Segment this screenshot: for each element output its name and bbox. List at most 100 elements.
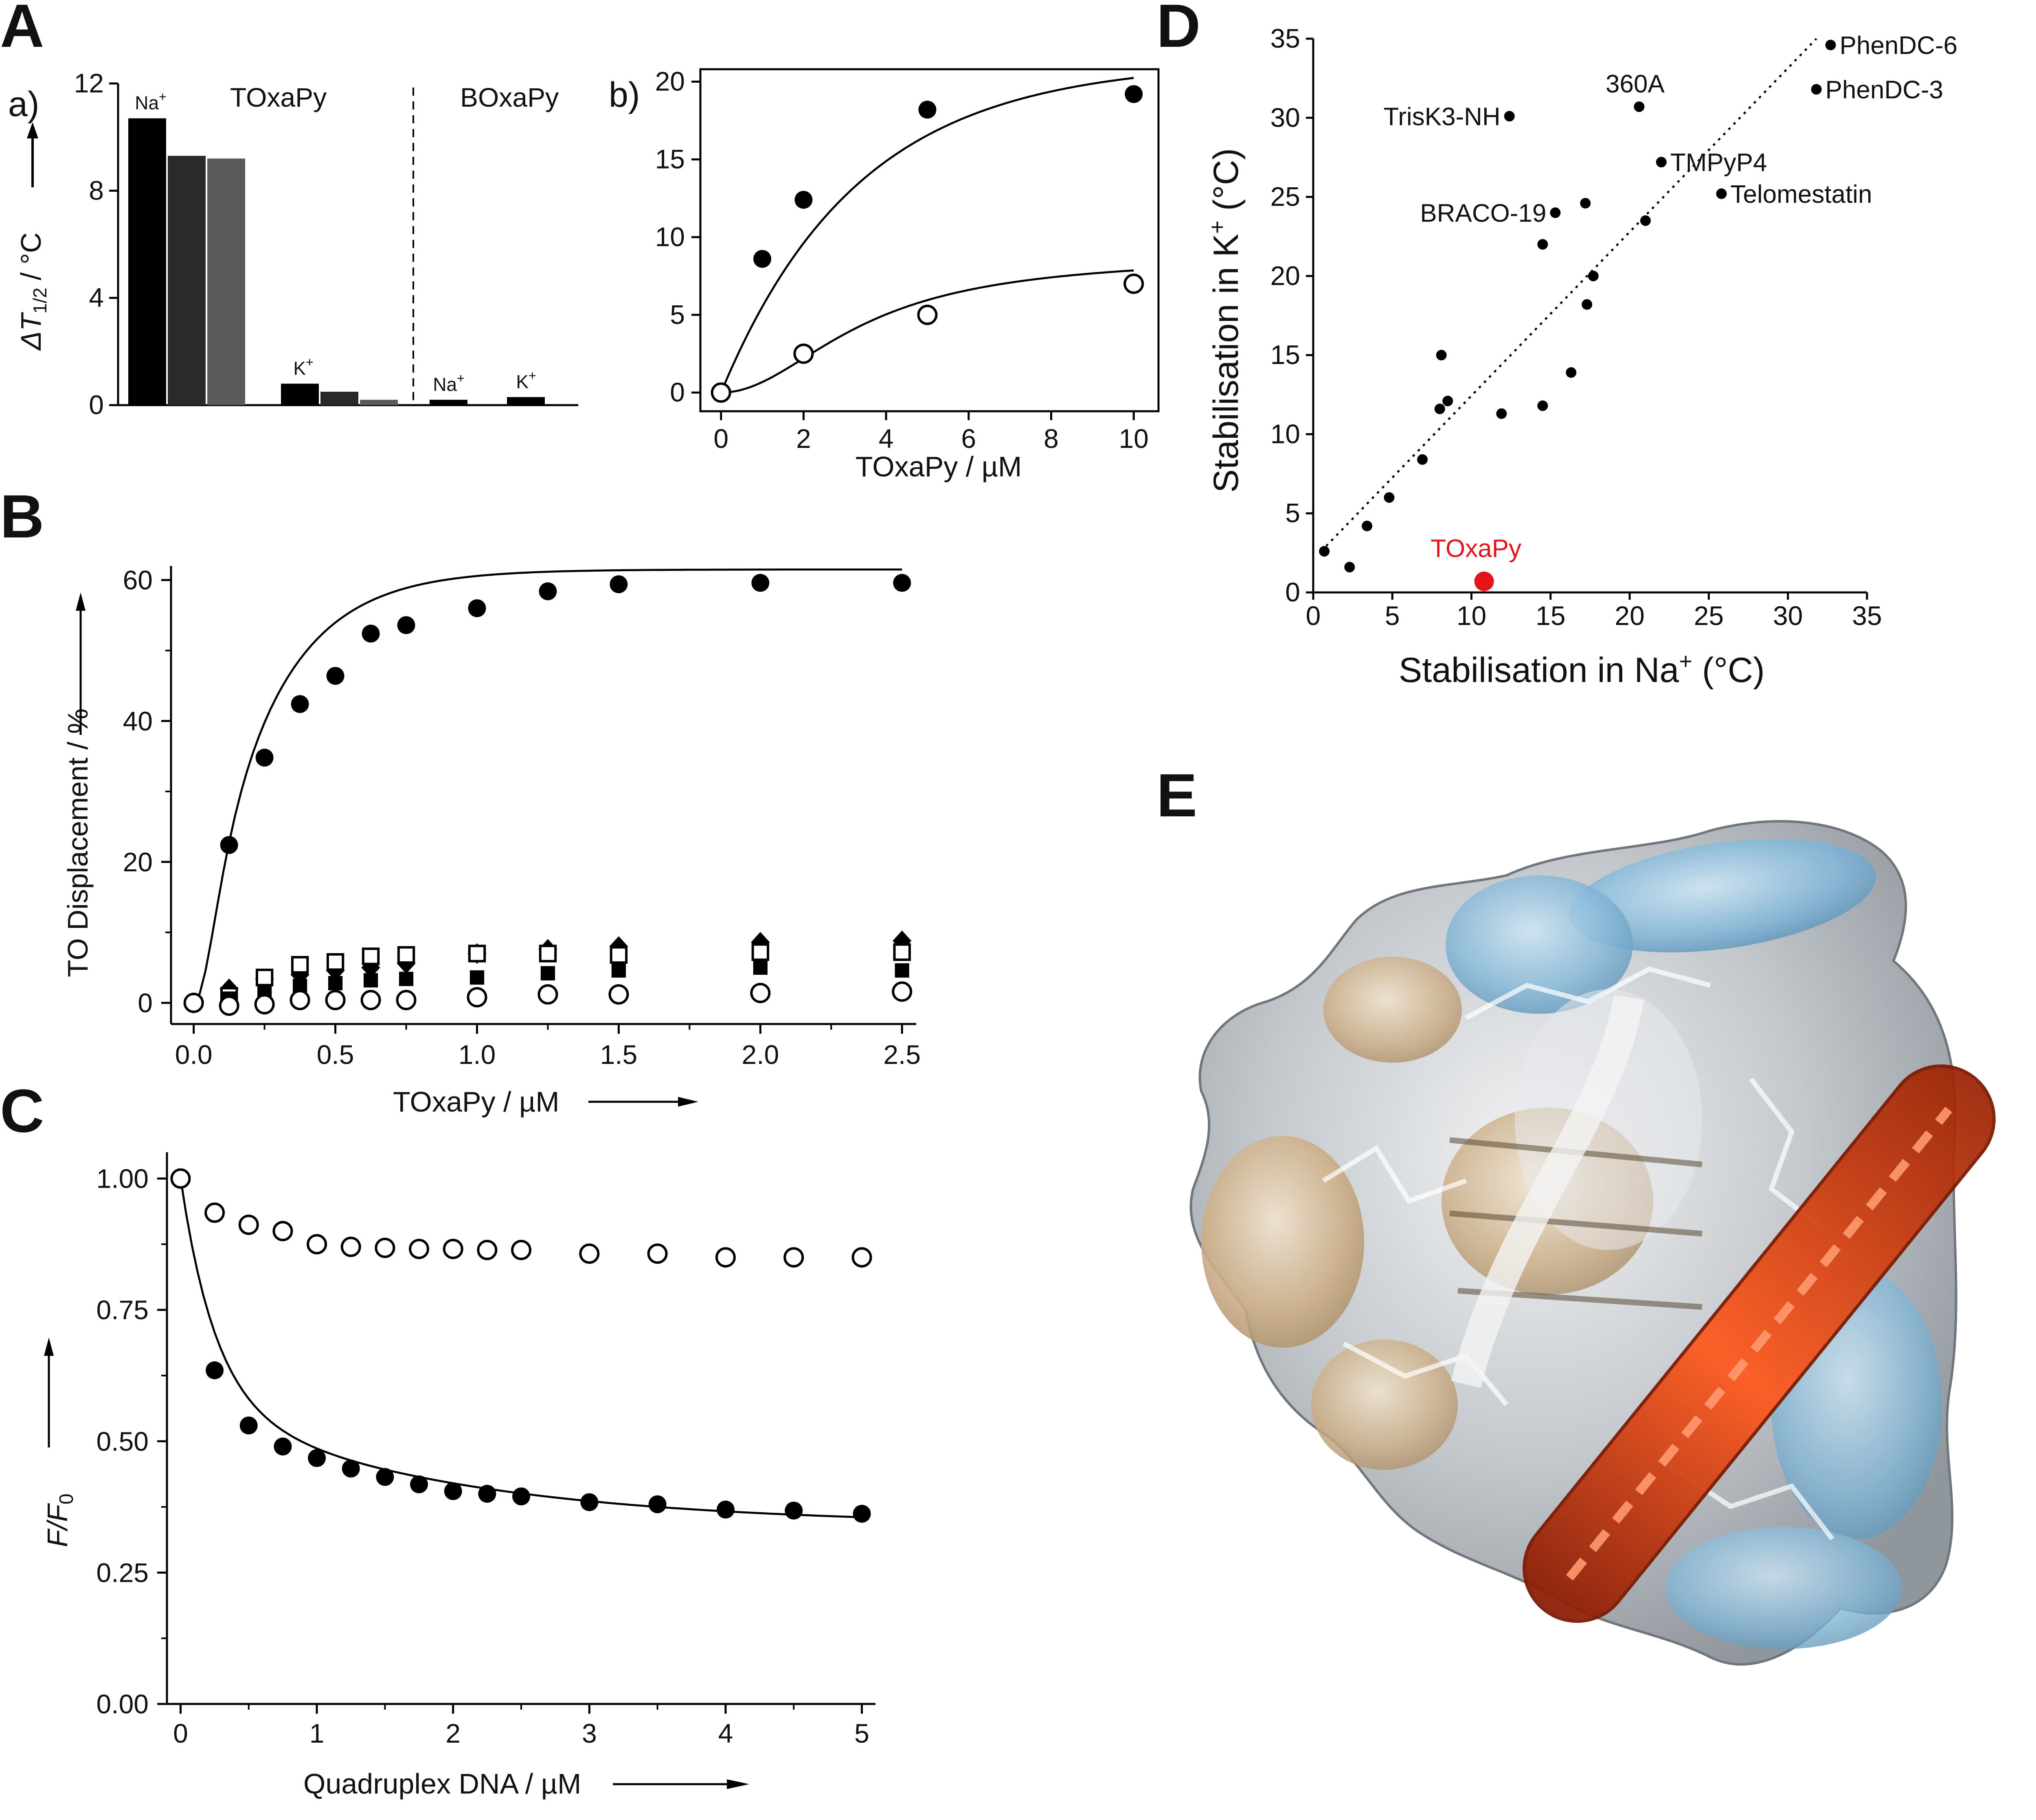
y-tick-label: 20 — [123, 847, 153, 877]
data-point — [893, 943, 911, 961]
x-tick-label: 2.5 — [883, 1039, 921, 1070]
bar — [168, 156, 206, 405]
x-tick-label: 3 — [582, 1718, 597, 1748]
y-tick-label: 25 — [1270, 182, 1300, 212]
y-tick-label: 60 — [123, 565, 153, 595]
data-point — [917, 305, 938, 325]
panel-label-d: D — [1156, 0, 1200, 60]
data-point — [206, 1361, 224, 1379]
data-point — [308, 1449, 326, 1467]
bar-group: Na+ — [430, 371, 467, 405]
y-tick-label: 35 — [1270, 23, 1300, 53]
bar — [207, 158, 245, 405]
data-point — [1434, 403, 1445, 414]
panel-label-e: E — [1156, 761, 1197, 829]
y-axis-title-text: TO Displacement / % — [62, 708, 94, 977]
surface-patch-tan-upper-left — [1323, 957, 1462, 1063]
bar — [281, 384, 319, 405]
data-point — [470, 970, 485, 985]
data-point — [291, 956, 309, 974]
scatter-chart-delta-t-vs-toxapy: b) 0 2 4 6 8 10 0 5 10 15 20 TOxaPy / µM — [609, 66, 1160, 482]
data-point — [1580, 198, 1591, 209]
data-point — [325, 990, 346, 1011]
data-point — [1344, 561, 1355, 572]
x-tick-label: 0.5 — [317, 1039, 354, 1070]
y-axis-title-unit: / °C — [15, 232, 47, 280]
ligand-toxapy — [1523, 1064, 1996, 1623]
y-axis-title: Stabilisation in K+ (°C) — [1204, 148, 1246, 493]
bar-cation-label-base: Na — [433, 374, 457, 395]
y-tick-label: 8 — [89, 175, 104, 205]
x-axis-title: TOxaPy / µM — [856, 451, 1022, 482]
y-tick-label: 0 — [89, 390, 104, 420]
point-label: BRACO-19 — [1420, 199, 1546, 227]
data-point — [1384, 492, 1395, 503]
data-point — [397, 946, 415, 964]
data-point — [1634, 101, 1645, 112]
y-tick-label: 0.50 — [97, 1426, 149, 1456]
bar — [360, 399, 398, 405]
data-point — [255, 748, 274, 767]
svg-text:F/F0: F/F0 — [42, 1493, 77, 1547]
bar-cation-label-base: K — [293, 357, 306, 379]
data-point — [291, 695, 309, 713]
y-tick-label: 5 — [670, 299, 685, 329]
backbone-ribbon — [1451, 995, 1644, 1388]
data-point — [1125, 85, 1143, 103]
y-tick-label: 10 — [655, 221, 685, 252]
data-point — [478, 1485, 496, 1503]
data-point — [892, 981, 913, 1002]
fit-line — [1320, 38, 1817, 552]
y-tick-label: 30 — [1270, 102, 1300, 132]
x-tick-label: 0 — [713, 423, 728, 454]
x-tick-label: 35 — [1852, 601, 1882, 631]
x-axis-title: TOxaPy / µM — [393, 1086, 559, 1118]
x-tick-label: 1.5 — [600, 1039, 638, 1070]
surface-patch-blue-upper — [1446, 875, 1633, 1014]
data-point — [399, 971, 414, 986]
y-tick-label: 20 — [655, 66, 685, 96]
bar-group: K+ — [507, 368, 545, 405]
data-point — [783, 1247, 804, 1268]
y-axis-title-arrowhead — [27, 122, 38, 138]
data-point — [1640, 215, 1651, 226]
data-point — [363, 973, 378, 988]
subpanel-label-a: a) — [8, 85, 39, 124]
y-tick-label: 20 — [1270, 261, 1300, 291]
fit-curve-open — [721, 269, 1134, 394]
y-tick-label: 0 — [670, 377, 685, 407]
data-point — [183, 993, 204, 1013]
data-point — [376, 1468, 394, 1486]
bar-cation-label: K+ — [293, 355, 313, 379]
x-tick-label: 0 — [173, 1718, 188, 1748]
data-point — [540, 966, 555, 980]
data-point — [342, 1459, 360, 1478]
data-point — [1566, 367, 1577, 378]
data-point — [410, 1475, 428, 1493]
bar-cation-label: Na+ — [433, 371, 465, 395]
point-label: Telomestatin — [1731, 180, 1872, 208]
bar-cation-label: Na+ — [135, 90, 167, 114]
data-point — [1811, 84, 1822, 95]
x-tick-label: 2 — [796, 423, 811, 454]
data-point — [893, 574, 911, 592]
data-point — [409, 1239, 430, 1259]
x-tick-label: 6 — [961, 423, 976, 454]
data-point — [1582, 299, 1593, 310]
y-axis-title: F/F0 — [42, 1493, 77, 1547]
data-point — [750, 982, 771, 1003]
data-point — [1550, 207, 1561, 218]
data-point — [1417, 454, 1428, 465]
data-point — [204, 1202, 225, 1223]
data-point — [1123, 273, 1144, 294]
x-tick-label: 0 — [1306, 601, 1321, 631]
bar-cation-label-sup: + — [306, 355, 314, 369]
y-tick-label: 4 — [89, 283, 104, 313]
x-tick-label: 15 — [1536, 601, 1565, 631]
panel-label-b: B — [0, 482, 44, 550]
molecular-model-image — [1189, 820, 1996, 1666]
bar — [320, 392, 358, 405]
data-point — [753, 960, 768, 975]
data-point — [1436, 350, 1447, 361]
data-point — [751, 932, 770, 953]
